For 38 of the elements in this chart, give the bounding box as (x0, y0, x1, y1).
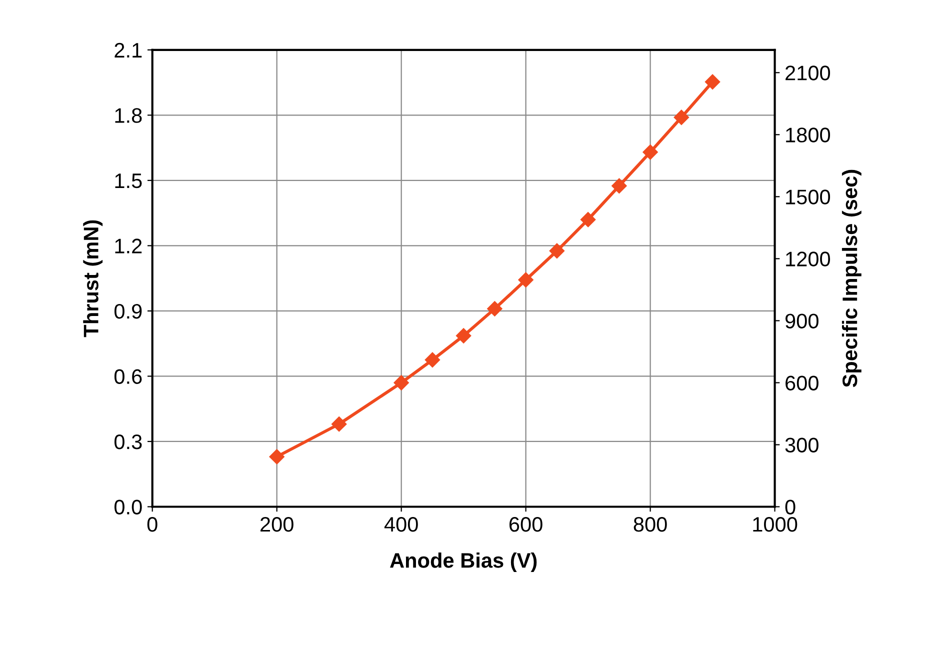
y2-tick-label: 2100 (786, 66, 830, 80)
y-tick-label: 0.0 (114, 500, 142, 514)
point (394, 375, 409, 390)
y-tick-label: 1.8 (115, 108, 142, 123)
y-axis-title: Thrust (mN) (83, 220, 103, 338)
x-tick-label: 800 (634, 517, 667, 532)
y2-tick-label: 900 (785, 314, 818, 328)
x-tick-label: 0 (147, 517, 158, 532)
x-axis-title: Anode Bias (V) (390, 552, 537, 572)
point (549, 243, 565, 258)
point (424, 352, 440, 368)
y2-tick-label: 0 (785, 500, 796, 514)
y2-tick-label: 600 (786, 376, 818, 390)
y-tick-label: 0.6 (114, 369, 142, 384)
x-tick-label: 200 (260, 517, 294, 532)
point (642, 144, 658, 160)
y-tick-label: 0.3 (114, 434, 142, 450)
y2-axis-title: Specific Impulse (sec) (842, 170, 862, 388)
point (518, 272, 534, 288)
y-tick-label: 1.5 (115, 174, 142, 188)
y2-tick-label: 300 (785, 438, 818, 452)
point (674, 110, 689, 125)
x-tick-label: 600 (509, 517, 542, 532)
point (487, 301, 502, 316)
point (704, 74, 720, 90)
y2-tick-label: 1200 (786, 252, 830, 266)
x-tick-label: 400 (384, 517, 418, 532)
x-tick-label: 1000 (753, 517, 798, 532)
point (580, 212, 596, 228)
point (332, 416, 347, 432)
y2-tick-label: 1500 (786, 190, 830, 204)
y2-tick-label: 1800 (786, 128, 830, 142)
point (456, 328, 472, 344)
y-tick-label: 1.2 (115, 238, 142, 254)
point (612, 178, 627, 194)
y-tick-label: 2.1 (114, 42, 142, 58)
point (269, 449, 284, 464)
y-tick-label: 0.9 (114, 304, 142, 319)
